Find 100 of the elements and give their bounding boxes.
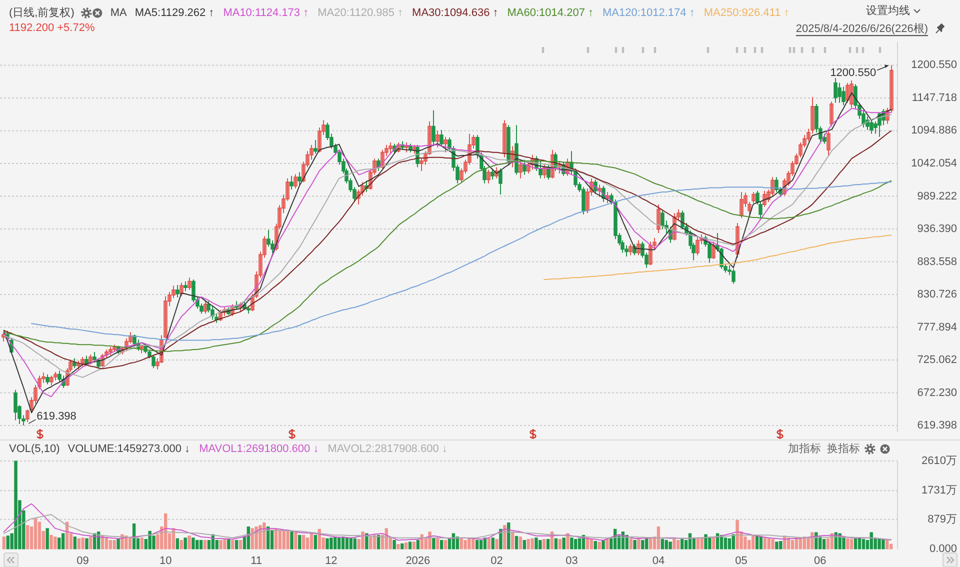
bar bbox=[472, 538, 475, 550]
x-tick-label: 02 bbox=[490, 555, 503, 567]
line-series bbox=[3, 160, 892, 352]
bar bbox=[286, 530, 290, 550]
bar bbox=[594, 541, 597, 550]
bar bbox=[254, 526, 258, 550]
candlestick bbox=[624, 244, 628, 258]
y-tick-label: 777.894 bbox=[917, 321, 957, 334]
bar bbox=[148, 530, 152, 550]
bar bbox=[164, 513, 168, 550]
y-tick-label: 619.398 bbox=[917, 420, 957, 432]
x-tick-label: 06 bbox=[814, 555, 826, 567]
bar bbox=[724, 538, 728, 550]
text: MAVOL1:2691800.600 ↓ bbox=[199, 443, 319, 455]
y-tick-label: 1147.718 bbox=[912, 92, 957, 104]
y-tick-label: 830.726 bbox=[917, 288, 957, 301]
bar bbox=[645, 538, 648, 550]
annotation: 619.398 bbox=[36, 410, 76, 423]
bar bbox=[440, 540, 444, 550]
candlestick bbox=[84, 355, 88, 366]
x-tick-label: 09 bbox=[76, 555, 89, 567]
bar bbox=[786, 538, 790, 550]
bar bbox=[586, 538, 590, 550]
y-tick-label: 1200.550 bbox=[911, 59, 957, 72]
candlestick bbox=[826, 130, 830, 156]
y-tick-label: 1042.054 bbox=[911, 157, 957, 170]
bar bbox=[890, 544, 893, 550]
candlestick bbox=[108, 346, 112, 356]
bar bbox=[882, 538, 885, 550]
x-tick-label: 03 bbox=[566, 555, 578, 567]
bar bbox=[219, 540, 222, 550]
x-tick-label: 11 bbox=[250, 555, 262, 567]
x-tick-label: 2026 bbox=[406, 555, 430, 567]
bar bbox=[802, 536, 806, 550]
bar bbox=[50, 534, 53, 550]
bar bbox=[456, 536, 459, 550]
bar bbox=[338, 538, 341, 550]
bar bbox=[680, 538, 684, 550]
text: MA250:926.411 ↑ bbox=[704, 7, 790, 19]
bar bbox=[341, 536, 345, 550]
bar bbox=[752, 534, 755, 550]
bar bbox=[26, 525, 30, 550]
bar bbox=[310, 533, 314, 550]
bar bbox=[598, 542, 601, 550]
bar bbox=[2, 536, 6, 550]
candlestick bbox=[846, 82, 850, 104]
bar bbox=[231, 540, 234, 550]
candlestick bbox=[762, 190, 766, 208]
bar bbox=[334, 536, 337, 550]
candlestick bbox=[696, 236, 700, 256]
candlestick bbox=[502, 120, 506, 158]
bar bbox=[712, 538, 716, 550]
candlestick bbox=[294, 174, 298, 189]
y-tick-label: 0.000 bbox=[929, 543, 957, 555]
bar bbox=[436, 538, 440, 550]
bar bbox=[676, 540, 680, 550]
candlestick bbox=[834, 77, 838, 104]
bar bbox=[34, 518, 38, 550]
x-tick-label: 10 bbox=[159, 555, 172, 567]
candlestick bbox=[522, 159, 526, 176]
bar bbox=[412, 542, 416, 550]
bar bbox=[554, 538, 558, 550]
bar bbox=[326, 538, 329, 550]
text: 2025/8/4-2026/6/26(226根) bbox=[796, 23, 928, 35]
candlestick bbox=[514, 124, 518, 176]
bar bbox=[810, 532, 814, 550]
bar bbox=[822, 538, 826, 550]
text: MA120:1012.174 ↑ bbox=[602, 7, 695, 19]
y-tick-label: 989.222 bbox=[917, 190, 957, 202]
bar bbox=[476, 540, 479, 550]
bar bbox=[696, 538, 700, 550]
bar bbox=[349, 538, 352, 550]
candlestick bbox=[404, 142, 408, 153]
candlestick bbox=[486, 169, 490, 184]
candlestick bbox=[50, 375, 54, 386]
bar bbox=[460, 538, 463, 550]
bar bbox=[180, 540, 183, 550]
text: MA60:1014.207 ↑ bbox=[507, 7, 594, 19]
candlestick bbox=[518, 160, 522, 179]
text: 1192.200 +5.72% bbox=[9, 22, 95, 34]
line-series bbox=[544, 234, 892, 280]
line-series bbox=[31, 182, 892, 341]
bar bbox=[112, 540, 116, 550]
bar bbox=[140, 538, 144, 550]
bar bbox=[574, 538, 578, 550]
bar bbox=[507, 522, 510, 550]
bar bbox=[444, 540, 448, 550]
bar bbox=[290, 532, 294, 550]
text: MA30:1094.636 ↑ bbox=[412, 7, 498, 19]
bar bbox=[85, 538, 88, 550]
candlestick bbox=[184, 280, 188, 292]
bar bbox=[302, 534, 306, 550]
y-tick-label: 883.558 bbox=[917, 256, 957, 268]
bar bbox=[660, 538, 664, 550]
bar bbox=[62, 533, 65, 550]
candlestick bbox=[660, 210, 664, 230]
bar bbox=[369, 536, 372, 550]
candlestick bbox=[2, 332, 6, 342]
y-tick-label: 672.230 bbox=[917, 386, 957, 399]
x-tick-label: 04 bbox=[652, 555, 665, 567]
